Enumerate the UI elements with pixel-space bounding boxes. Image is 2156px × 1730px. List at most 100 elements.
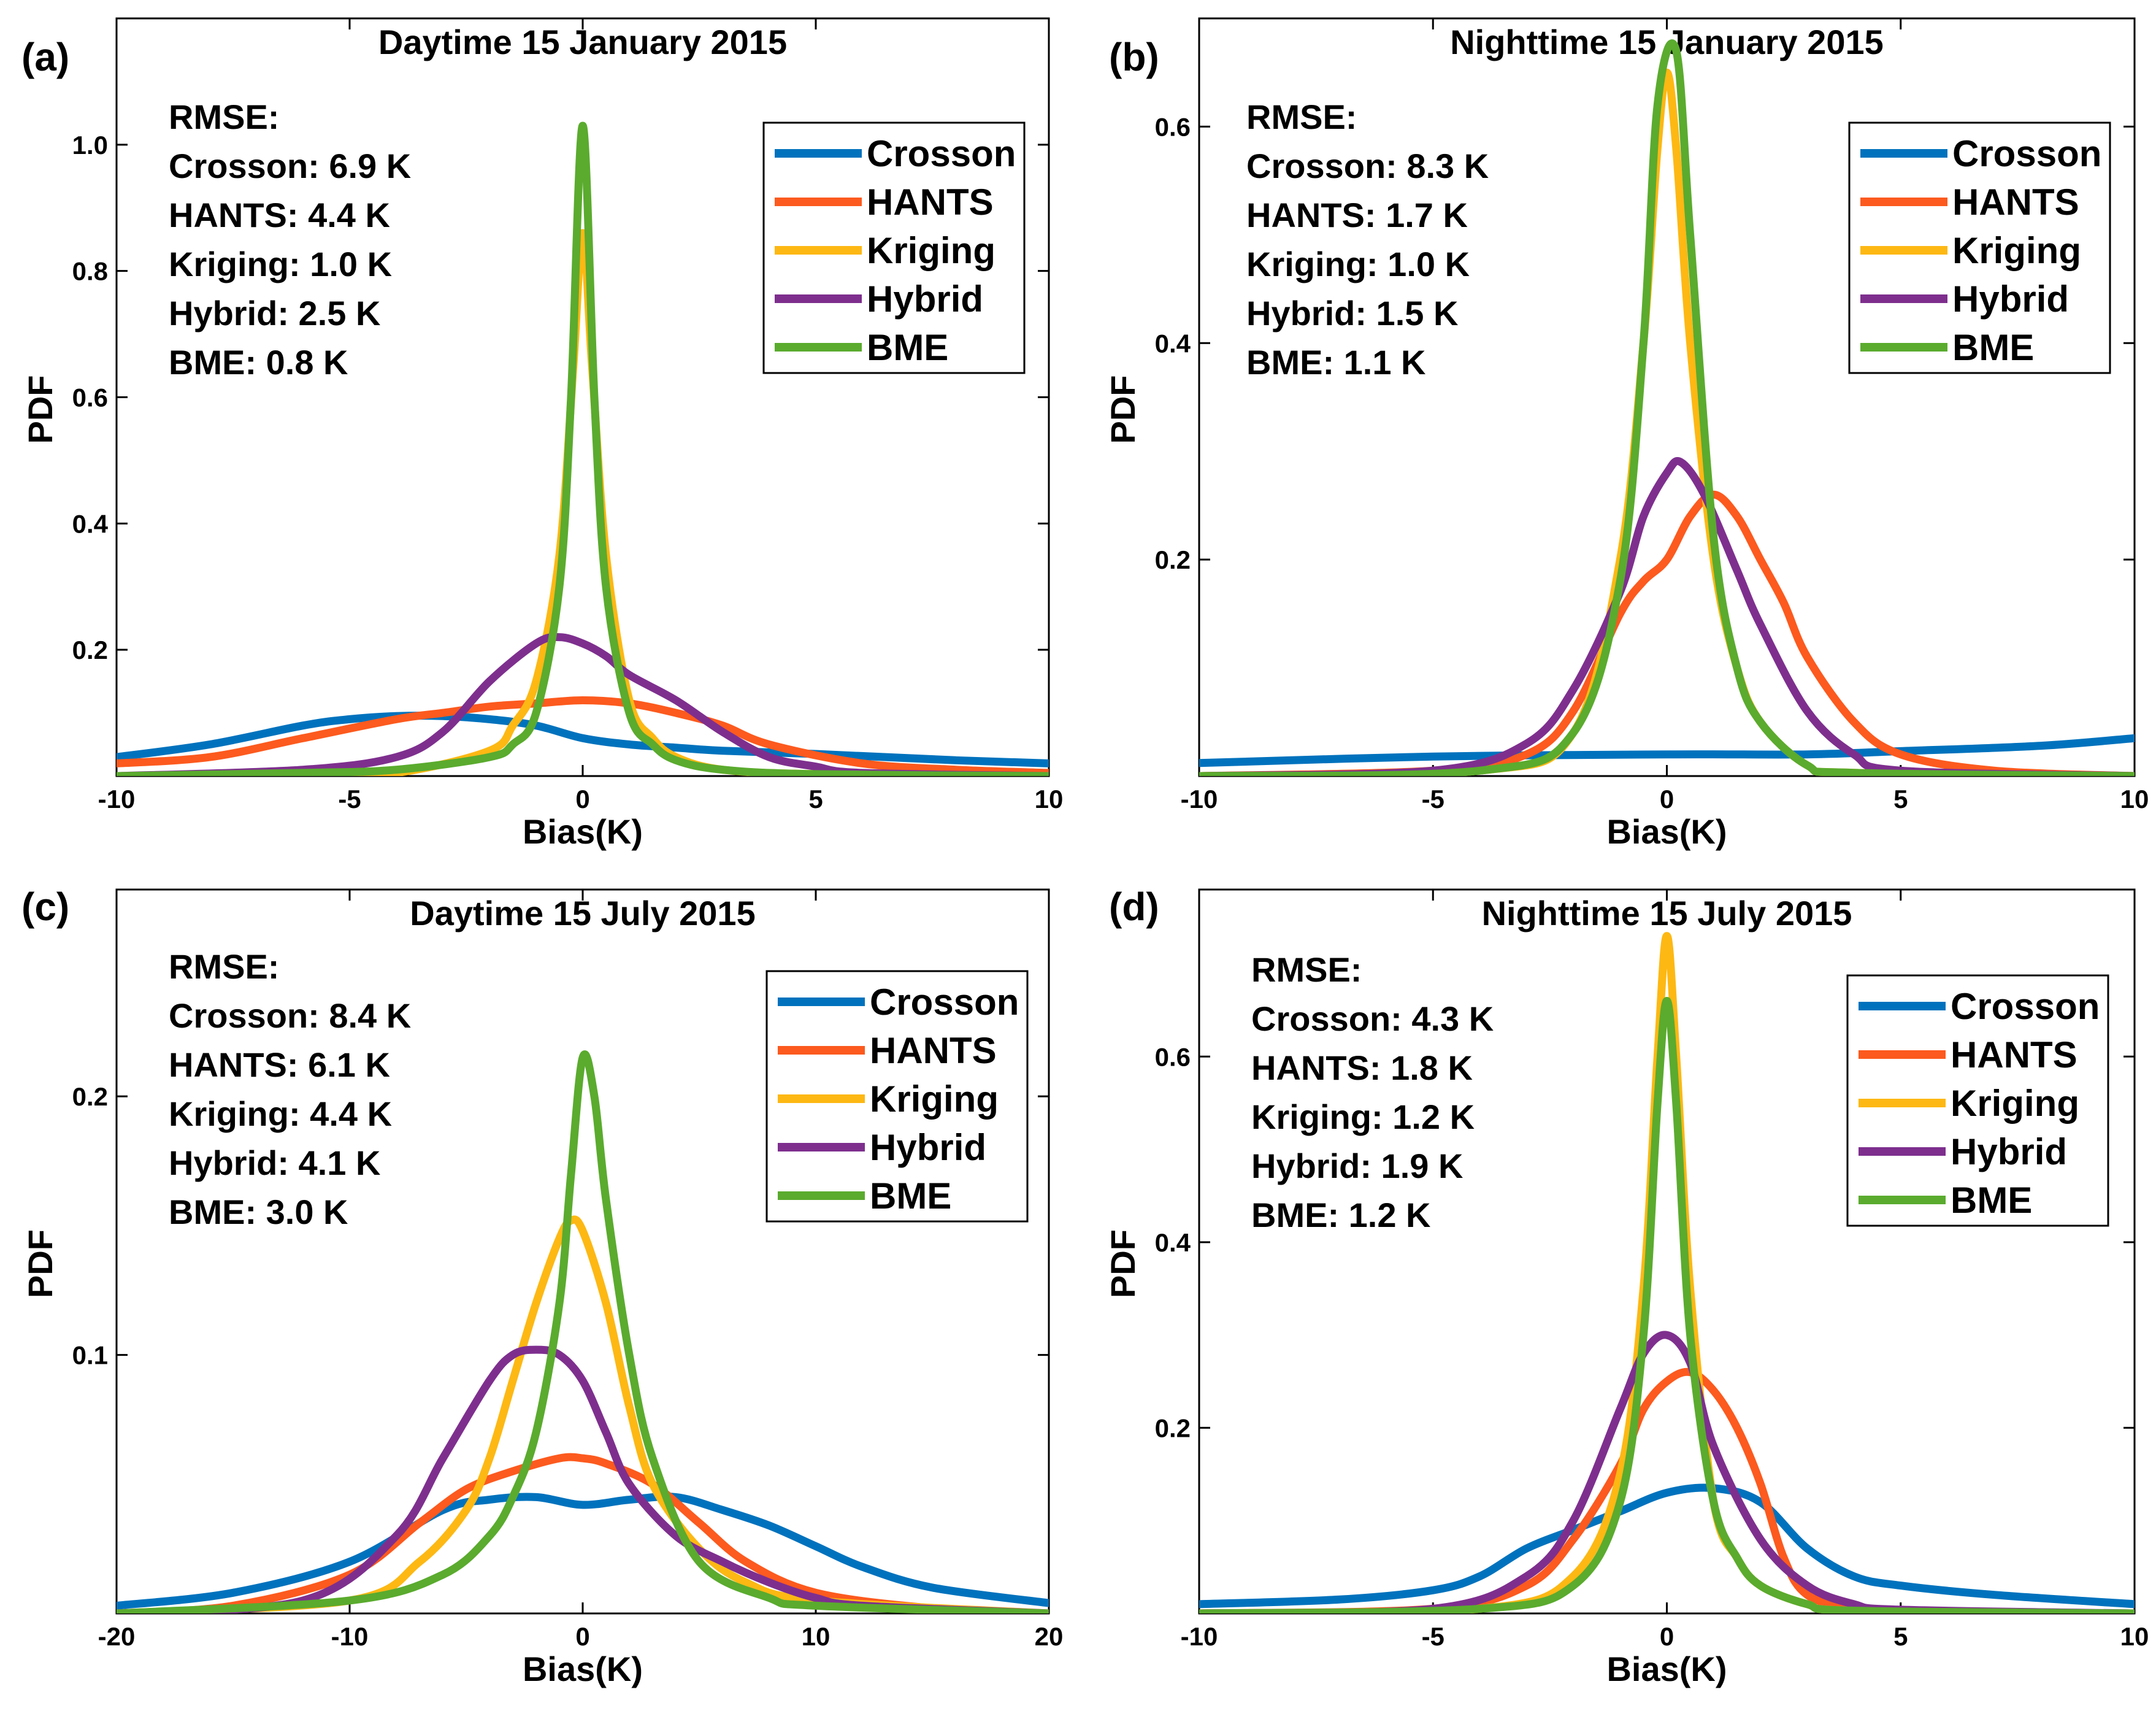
- rmse-line: RMSE:: [169, 98, 279, 136]
- x-axis-label: Bias(K): [1606, 812, 1727, 851]
- legend: Crosson HANTS Kriging Hybrid BME: [1846, 974, 2109, 1227]
- series-line-crosson: [1199, 734, 2135, 767]
- y-axis-label: PDF: [21, 375, 59, 444]
- rmse-line: Hybrid: 2.5 K: [169, 294, 380, 333]
- legend-label-hybrid: Hybrid: [1951, 1131, 2067, 1172]
- x-tick-label: 10: [1035, 785, 1064, 813]
- x-tick-label: 10: [802, 1622, 831, 1651]
- series-line-hybrid: [1199, 1331, 2135, 1613]
- rmse-line: HANTS: 6.1 K: [169, 1045, 390, 1084]
- rmse-line: Crosson: 8.3 K: [1246, 147, 1489, 185]
- panel-label: (a): [21, 35, 69, 79]
- legend-label-crosson: Crosson: [1951, 986, 2100, 1027]
- x-tick-label: -5: [1422, 785, 1444, 813]
- legend-label-crosson: Crosson: [1952, 133, 2101, 174]
- rmse-line: RMSE:: [1251, 950, 1362, 989]
- legend-label-hybrid: Hybrid: [870, 1127, 986, 1168]
- x-tick-label: 5: [1893, 785, 1908, 813]
- y-tick-label: 0.6: [1155, 1042, 1191, 1071]
- rmse-line: BME: 0.8 K: [169, 343, 348, 382]
- legend-label-hybrid: Hybrid: [1952, 279, 2069, 320]
- series-line-hants: [1199, 490, 2135, 776]
- series-line-hybrid: [117, 633, 1049, 776]
- x-tick-label: -5: [338, 785, 361, 813]
- x-tick-label: 0: [1660, 1622, 1674, 1651]
- legend-label-hants: HANTS: [867, 182, 994, 223]
- x-tick-label: 10: [2120, 1622, 2149, 1651]
- legend-label-kriging: Kriging: [1952, 230, 2081, 271]
- legend-label-hybrid: Hybrid: [867, 279, 983, 320]
- legend: Crosson HANTS Kriging Hybrid BME: [1848, 121, 2111, 374]
- y-tick-label: 0.4: [1155, 329, 1191, 358]
- rmse-line: BME: 1.2 K: [1251, 1196, 1431, 1234]
- y-tick-label: 0.2: [1155, 545, 1191, 574]
- x-tick-label: -10: [98, 785, 136, 813]
- rmse-line: Hybrid: 1.5 K: [1246, 294, 1458, 333]
- x-tick-label: -10: [331, 1622, 369, 1651]
- x-tick-label: 5: [808, 785, 823, 813]
- x-tick-label: 0: [575, 1622, 589, 1651]
- legend-label-bme: BME: [1951, 1180, 2032, 1221]
- legend-label-bme: BME: [1952, 327, 2034, 368]
- rmse-line: Crosson: 8.4 K: [169, 996, 411, 1035]
- chart-title: Daytime 15 January 2015: [378, 23, 787, 61]
- x-axis-label: Bias(K): [523, 812, 643, 851]
- plot-area: [117, 1050, 1049, 1613]
- legend-label-kriging: Kriging: [867, 230, 996, 271]
- legend-label-hants: HANTS: [1952, 182, 2079, 223]
- y-tick-label: 0.6: [72, 383, 108, 412]
- y-tick-label: 0.1: [72, 1341, 108, 1370]
- rmse-line: RMSE:: [1246, 98, 1357, 136]
- panel-label: (c): [21, 885, 69, 929]
- rmse-line: BME: 1.1 K: [1246, 343, 1426, 382]
- series-line-bme: [117, 121, 1049, 776]
- rmse-line: Crosson: 4.3 K: [1251, 999, 1494, 1038]
- series-line-hybrid: [117, 1345, 1049, 1613]
- x-tick-label: -5: [1422, 1622, 1444, 1651]
- y-tick-label: 0.4: [1155, 1228, 1191, 1257]
- rmse-line: HANTS: 4.4 K: [169, 196, 390, 234]
- plot-area: [1199, 39, 2135, 776]
- panel-label: (b): [1109, 35, 1159, 79]
- series-line-kriging: [117, 1215, 1049, 1613]
- panel-a: -10 -5 0 5 10 0.2 0.4 0.6 0.8 1.0 Daytime 15 Janua…: [21, 17, 1064, 851]
- chart-title: Daytime 15 July 2015: [410, 894, 755, 932]
- x-tick-label: 0: [575, 785, 589, 813]
- x-tick-label: 0: [1660, 785, 1674, 813]
- rmse-line: Crosson: 6.9 K: [169, 147, 411, 185]
- rmse-line: Kriging: 1.0 K: [169, 245, 392, 283]
- rmse-line: RMSE:: [169, 947, 279, 986]
- series-line-crosson: [1199, 1483, 2135, 1609]
- rmse-line: Kriging: 1.0 K: [1246, 245, 1470, 283]
- rmse-line: Hybrid: 1.9 K: [1251, 1147, 1463, 1185]
- y-tick-label: 0.2: [1155, 1413, 1191, 1442]
- y-tick-label: 0.6: [1155, 112, 1191, 141]
- panel-label: (d): [1109, 885, 1159, 929]
- legend: Crosson HANTS Kriging Hybrid BME: [762, 121, 1026, 374]
- legend-label-hants: HANTS: [870, 1030, 997, 1071]
- panel-d: -10 -5 0 5 10 0.2 0.4 0.6 Nighttime 15 July 2015…: [1103, 885, 2149, 1688]
- y-axis-label: PDF: [1103, 375, 1142, 444]
- series-line-crosson: [117, 712, 1049, 767]
- series-line-bme: [1199, 39, 2135, 776]
- y-axis-label: PDF: [21, 1229, 59, 1298]
- series-line-crosson: [117, 1493, 1049, 1610]
- x-tick-label: -10: [1181, 785, 1218, 813]
- rmse-line: Kriging: 1.2 K: [1251, 1098, 1475, 1136]
- series-line-bme: [117, 1050, 1049, 1613]
- legend-label-crosson: Crosson: [867, 133, 1016, 174]
- y-tick-label: 1.0: [72, 131, 108, 160]
- y-tick-label: 0.4: [72, 509, 109, 538]
- x-tick-label: -20: [98, 1622, 136, 1651]
- series-line-hants: [117, 696, 1049, 776]
- y-tick-label: 0.2: [72, 1082, 108, 1111]
- y-tick-label: 0.2: [72, 636, 108, 664]
- plot-area: [1199, 932, 2135, 1613]
- rmse-line: Hybrid: 4.1 K: [169, 1144, 380, 1182]
- legend-label-kriging: Kriging: [1951, 1083, 2079, 1124]
- rmse-line: BME: 3.0 K: [169, 1193, 348, 1231]
- chart-title: Nighttime 15 July 2015: [1482, 894, 1852, 932]
- y-tick-label: 0.8: [72, 257, 108, 286]
- panel-c: -20 -10 0 10 20 0.1 0.2 Daytime 15 July 2015 (c)…: [21, 885, 1063, 1688]
- y-axis-label: PDF: [1103, 1229, 1142, 1298]
